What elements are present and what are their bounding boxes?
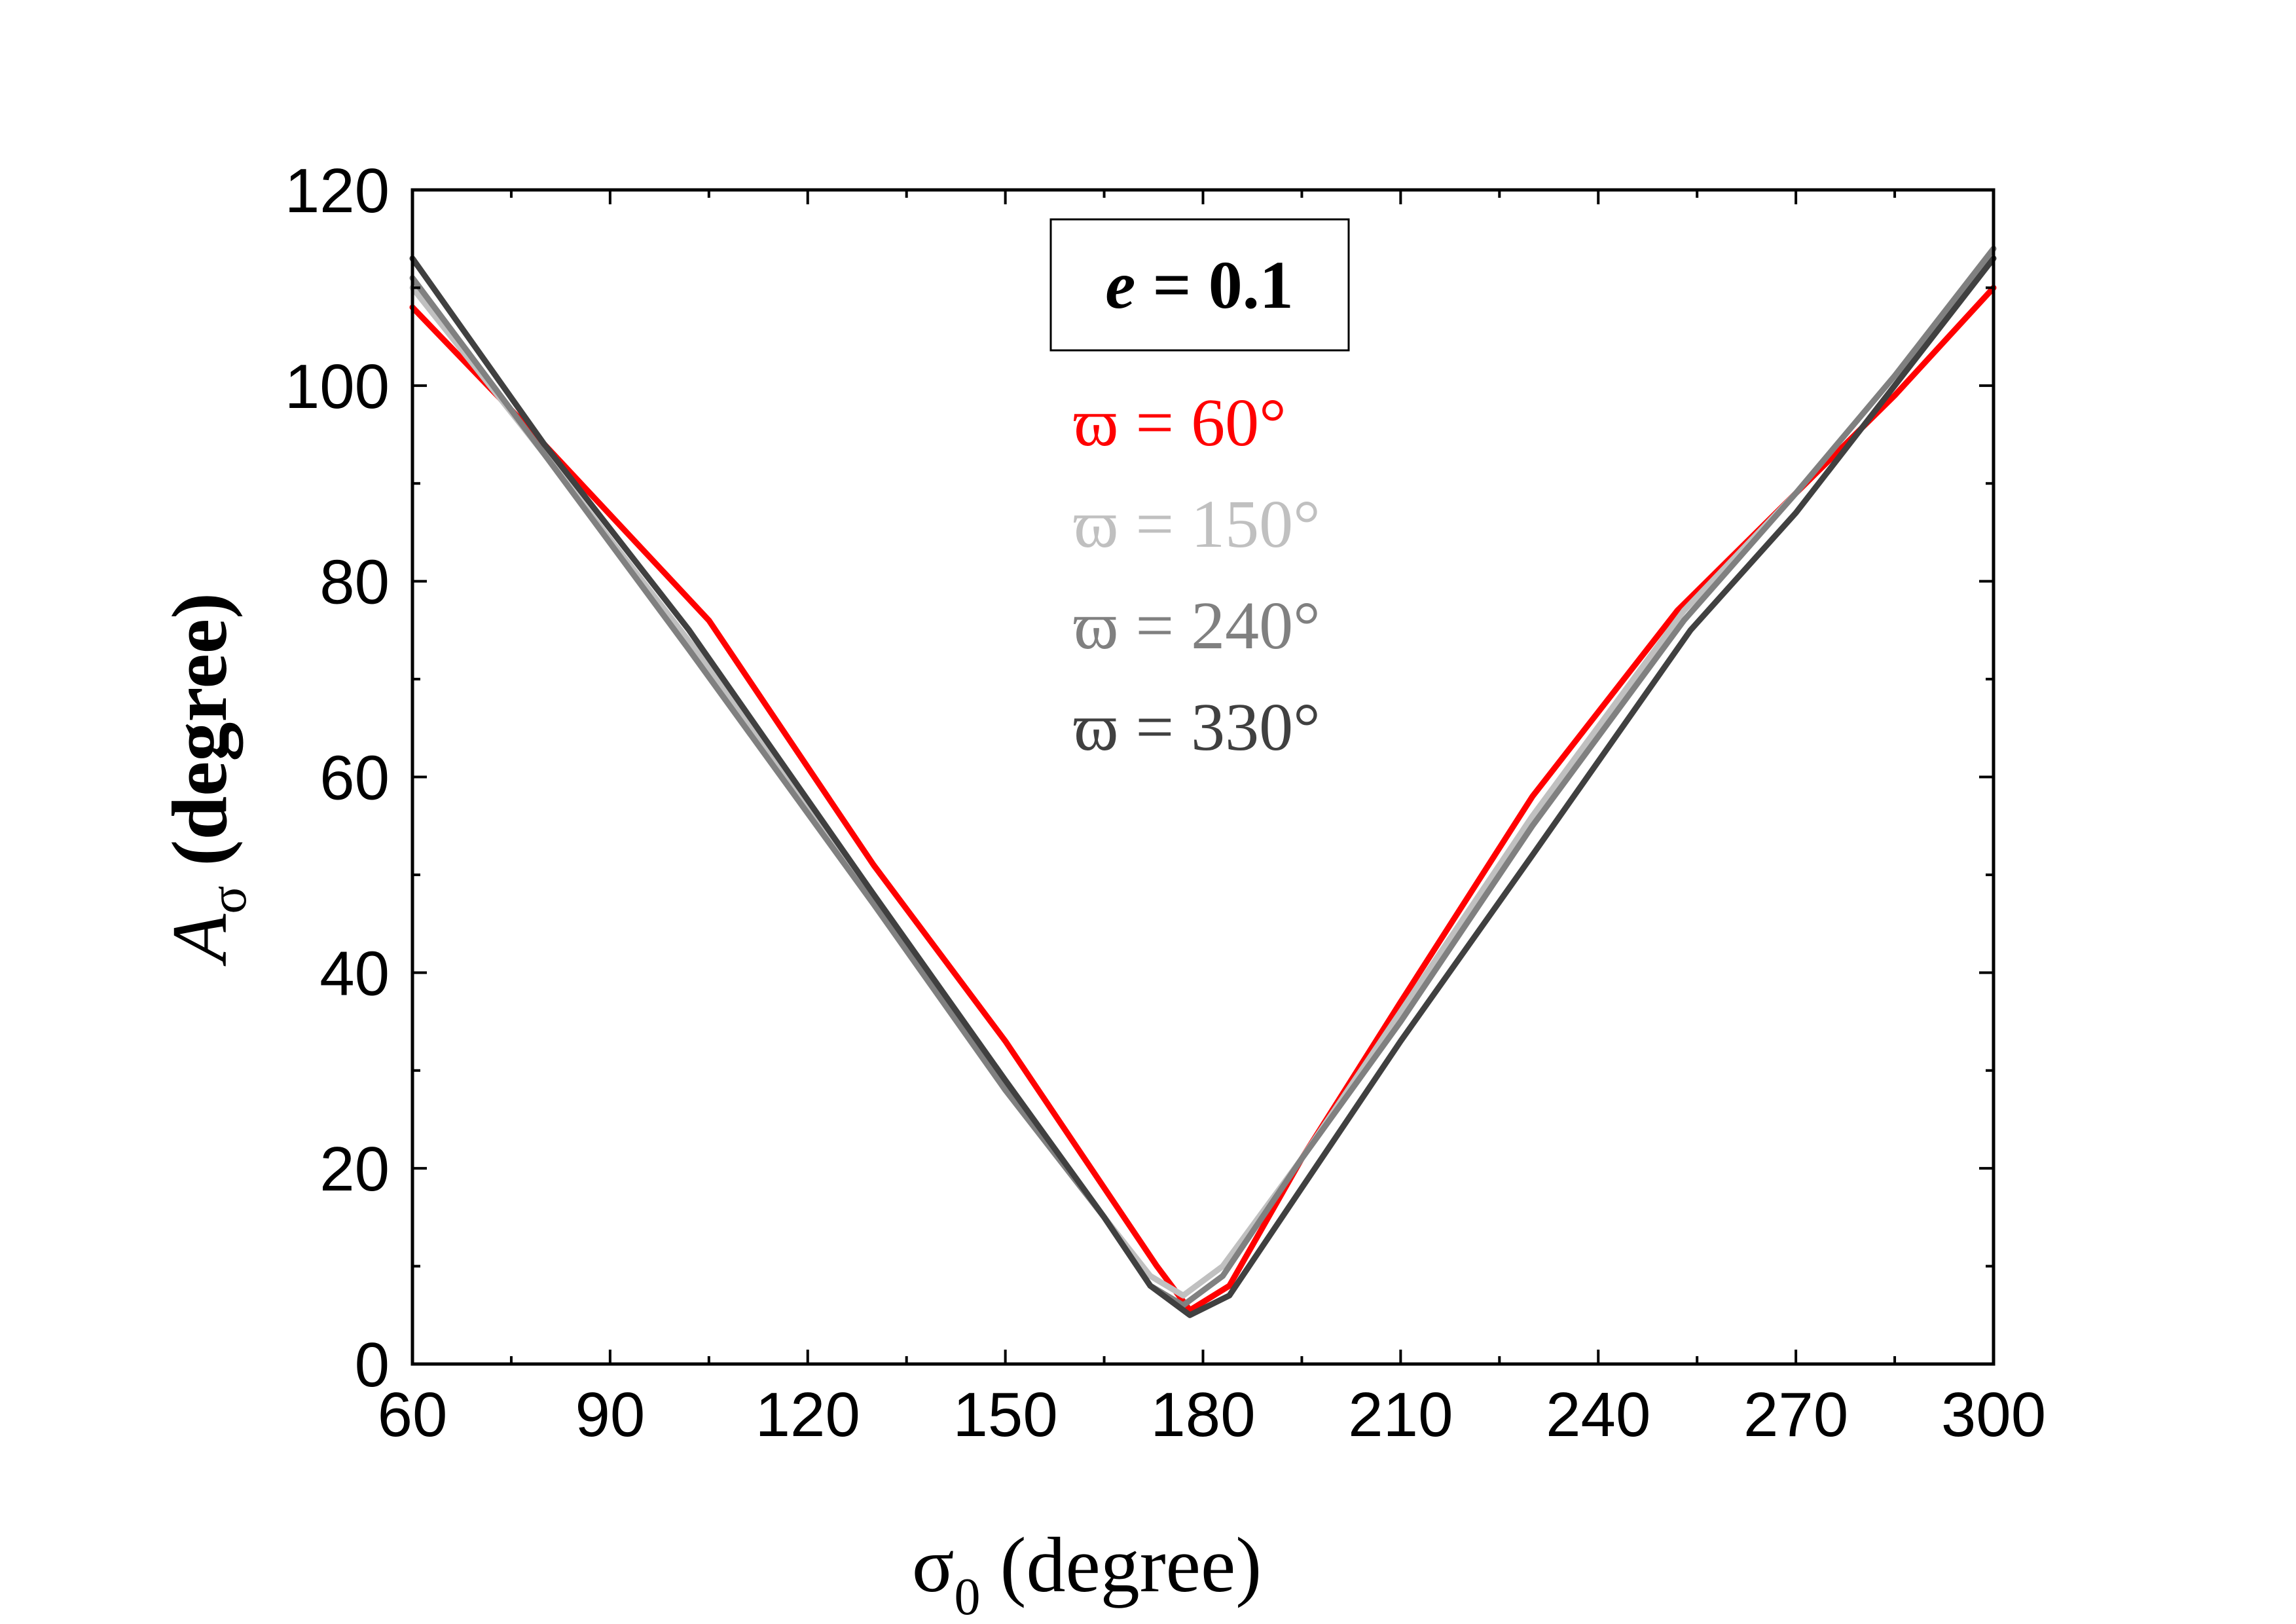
y-axis-subscript: σ [200,886,257,914]
x-tick-label: 210 [1348,1380,1453,1450]
x-axis-unit: (degree) [1000,1521,1262,1608]
x-tick-label: 270 [1743,1380,1848,1450]
series-layer [409,246,1997,1318]
y-tick-label: 120 [285,156,390,226]
x-tick-label: 240 [1546,1380,1650,1450]
y-tick-label: 20 [319,1134,390,1204]
legend-entry-2: ϖ = 150° [1074,487,1321,562]
y-tick-label: 100 [285,352,390,422]
x-tick-label: 150 [953,1380,1058,1450]
legend-entry-4: ϖ = 330° [1074,690,1321,765]
y-tick-label: 0 [355,1330,390,1400]
x-tick-labels: 60 90 120 150 180 210 240 270 300 [378,1380,2046,1450]
y-tick-label: 60 [319,743,390,813]
annotation-text: e = 0.1 [1105,248,1293,323]
legend-entry-3: ϖ = 240° [1074,588,1321,663]
x-axis-title: σ0 (degree) [912,1521,1262,1624]
legend-entry-1: ϖ = 60° [1074,385,1286,460]
annotation-frame [1049,218,1350,352]
x-tick-label: 180 [1150,1380,1255,1450]
y-tick-label: 40 [319,938,390,1008]
y-axis-unit: (degree) [156,593,244,866]
annotation-rest: = 0.1 [1135,248,1293,323]
x-axis-subscript: 0 [955,1568,981,1624]
x-tick-label: 120 [756,1380,860,1450]
annotation-italic: e [1105,248,1135,323]
y-axis-symbol: A [156,913,243,967]
x-tick-label: 90 [575,1380,645,1450]
y-tick-label: 80 [319,547,390,618]
series-line-3 [409,246,1997,1308]
y-axis-title: Aσ (degree) [156,593,257,967]
x-tick-label: 60 [378,1380,448,1450]
x-axis-symbol: σ [912,1521,955,1608]
plot-frame [410,188,1995,1366]
x-tick-label: 300 [1941,1380,2046,1450]
legend: ϖ = 60° ϖ = 150° ϖ = 240° ϖ = 330° [1074,385,1321,765]
y-tick-labels: 0 20 40 60 80 100 120 [285,156,390,1400]
annotation-box: e = 0.1 [1049,218,1350,352]
series-line-4 [409,255,1997,1318]
